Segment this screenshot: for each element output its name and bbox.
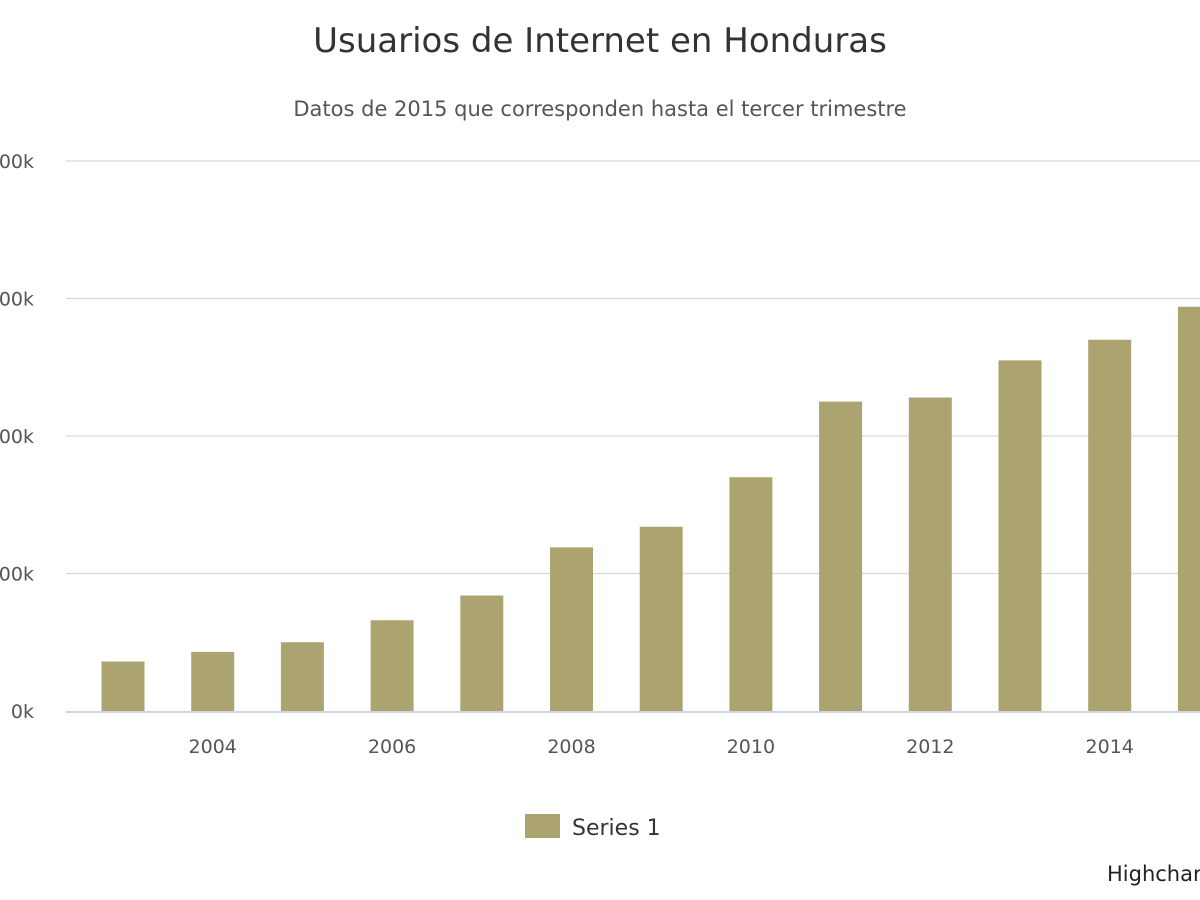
bar-2005[interactable] — [280, 642, 324, 711]
x-tick-label: 2012 — [906, 736, 954, 758]
bar-2008[interactable] — [550, 547, 593, 711]
legend-swatch[interactable] — [525, 814, 560, 838]
bar-2013[interactable] — [998, 360, 1042, 711]
bar-2011[interactable] — [819, 401, 863, 711]
bar-2010[interactable] — [729, 477, 773, 711]
bar-2007[interactable] — [460, 595, 504, 712]
y-tick-label: 0k — [11, 701, 34, 723]
x-tick-label: 2008 — [547, 736, 595, 758]
chart-subtitle: Datos de 2015 que corresponden hasta el … — [293, 97, 906, 121]
x-tick-label: 2014 — [1086, 736, 1134, 758]
x-axis-labels: 2004 2006 2008 2010 2012 2014 — [189, 736, 1134, 758]
bar-2012[interactable] — [908, 397, 952, 712]
y-tick-label: 1000k — [0, 426, 34, 448]
legend-label[interactable]: Series 1 — [572, 816, 661, 841]
bar-2015[interactable] — [1177, 306, 1200, 711]
bar-2006[interactable] — [370, 620, 414, 711]
y-tick-label: 500k — [0, 564, 34, 586]
chart-title: Usuarios de Internet en Honduras — [313, 21, 887, 61]
bars[interactable] — [101, 306, 1200, 712]
x-tick-label: 2010 — [727, 736, 775, 758]
y-tick-label: 2000k — [0, 151, 34, 173]
x-tick-label: 2004 — [189, 736, 237, 758]
bar-2009[interactable] — [639, 526, 683, 711]
legend[interactable]: Series 1 — [525, 814, 661, 841]
y-axis-labels: 0k 500k 1000k 1500k 2000k — [0, 151, 34, 723]
x-tick-label: 2006 — [368, 736, 416, 758]
bar-2014[interactable] — [1088, 339, 1132, 711]
bar-2004[interactable] — [191, 651, 235, 711]
y-tick-label: 1500k — [0, 289, 34, 311]
credits-link[interactable]: Highcharts.com — [1107, 862, 1200, 886]
bar-2003[interactable] — [101, 661, 145, 712]
